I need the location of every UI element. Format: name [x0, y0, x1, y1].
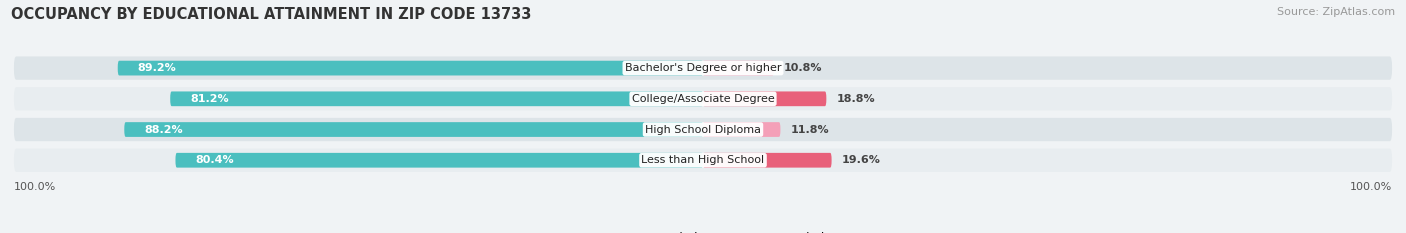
- Text: Source: ZipAtlas.com: Source: ZipAtlas.com: [1277, 7, 1395, 17]
- Legend: Owner-occupied, Renter-occupied: Owner-occupied, Renter-occupied: [576, 228, 830, 233]
- Text: 18.8%: 18.8%: [837, 94, 875, 104]
- FancyBboxPatch shape: [703, 122, 780, 137]
- FancyBboxPatch shape: [703, 153, 831, 168]
- Text: OCCUPANCY BY EDUCATIONAL ATTAINMENT IN ZIP CODE 13733: OCCUPANCY BY EDUCATIONAL ATTAINMENT IN Z…: [11, 7, 531, 22]
- FancyBboxPatch shape: [14, 87, 1392, 110]
- Text: 80.4%: 80.4%: [195, 155, 233, 165]
- Text: 10.8%: 10.8%: [783, 63, 823, 73]
- Text: 11.8%: 11.8%: [790, 124, 830, 134]
- FancyBboxPatch shape: [124, 122, 703, 137]
- FancyBboxPatch shape: [170, 91, 703, 106]
- Text: Less than High School: Less than High School: [641, 155, 765, 165]
- FancyBboxPatch shape: [14, 56, 1392, 80]
- Text: 88.2%: 88.2%: [143, 124, 183, 134]
- FancyBboxPatch shape: [703, 61, 773, 75]
- Text: High School Diploma: High School Diploma: [645, 124, 761, 134]
- FancyBboxPatch shape: [118, 61, 703, 75]
- Text: 89.2%: 89.2%: [138, 63, 176, 73]
- FancyBboxPatch shape: [14, 118, 1392, 141]
- FancyBboxPatch shape: [176, 153, 703, 168]
- Text: 100.0%: 100.0%: [14, 182, 56, 192]
- Text: 19.6%: 19.6%: [841, 155, 880, 165]
- Text: 100.0%: 100.0%: [1350, 182, 1392, 192]
- FancyBboxPatch shape: [14, 149, 1392, 172]
- Text: 81.2%: 81.2%: [190, 94, 229, 104]
- Text: College/Associate Degree: College/Associate Degree: [631, 94, 775, 104]
- FancyBboxPatch shape: [703, 91, 827, 106]
- Text: Bachelor's Degree or higher: Bachelor's Degree or higher: [624, 63, 782, 73]
